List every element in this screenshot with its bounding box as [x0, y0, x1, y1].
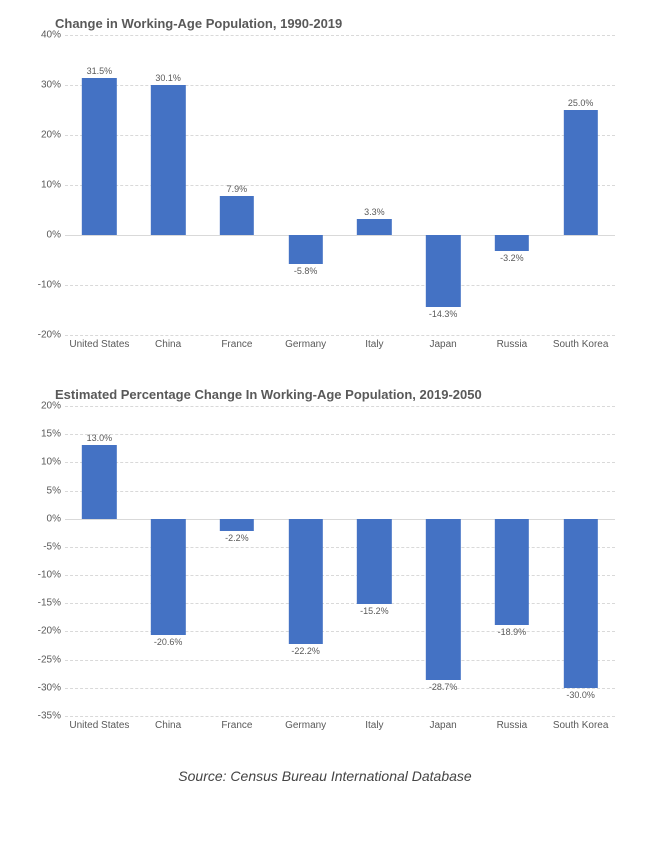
chart1-x-labels: United StatesChinaFranceGermanyItalyJapa…	[65, 335, 615, 350]
chart1-x-tick-label: China	[134, 335, 203, 350]
chart2-y-tick-label: -15%	[25, 598, 61, 609]
chart1-bar-slot: -14.3%	[409, 35, 478, 335]
chart2-bar-slot: -15.2%	[340, 406, 409, 716]
chart1-bar-slot: -5.8%	[271, 35, 340, 335]
chart2-x-labels: United StatesChinaFranceGermanyItalyJapa…	[65, 716, 615, 731]
chart2-bar	[563, 519, 597, 688]
chart1-bar	[288, 235, 322, 264]
chart2-bar	[82, 445, 116, 518]
chart1-bar-value-label: -14.3%	[429, 309, 458, 319]
chart2-x-tick-label: Japan	[409, 716, 478, 731]
chart1-x-tick-label: Italy	[340, 335, 409, 350]
chart2-bar-value-label: -22.2%	[291, 646, 320, 656]
chart2-bar-slot: -30.0%	[546, 406, 615, 716]
chart1-bar-slot: -3.2%	[478, 35, 547, 335]
chart2-x-tick-label: Russia	[478, 716, 547, 731]
chart2-x-tick-label: China	[134, 716, 203, 731]
chart1-bar-slot: 31.5%	[65, 35, 134, 335]
chart2-bar-value-label: -18.9%	[498, 627, 527, 637]
chart1-bar	[220, 196, 254, 236]
chart1-bar-slot: 3.3%	[340, 35, 409, 335]
chart1-y-tick-label: 20%	[25, 130, 61, 141]
chart2-bar-value-label: -15.2%	[360, 606, 389, 616]
chart2-bar-value-label: -20.6%	[154, 637, 183, 647]
chart2-bar-slot: -2.2%	[203, 406, 272, 716]
chart2-bar-slot: -18.9%	[478, 406, 547, 716]
chart2-bar	[151, 519, 185, 635]
chart1-y-tick-label: -20%	[25, 330, 61, 341]
chart2-x-tick-label: South Korea	[546, 716, 615, 731]
chart1-bar-slot: 25.0%	[546, 35, 615, 335]
chart2-bar	[288, 519, 322, 644]
chart1-bar	[151, 85, 185, 236]
chart2-bar	[495, 519, 529, 626]
chart2-bar-value-label: 13.0%	[87, 433, 113, 443]
chart2-y-tick-label: -20%	[25, 626, 61, 637]
chart1-bar-slot: 30.1%	[134, 35, 203, 335]
chart2-title: Estimated Percentage Change In Working-A…	[55, 387, 625, 402]
chart2-bars: 13.0% -20.6% -2.2% -22.2% -15.2% -28.7% -18.9%…	[65, 406, 615, 716]
chart2-bar-slot: -28.7%	[409, 406, 478, 716]
chart1-frame: -20%-10%0%10%20%30%40%31.5%30.1%7.9%-5.8…	[25, 35, 625, 357]
chart2-bar-value-label: -2.2%	[225, 533, 249, 543]
chart1-bars: 31.5% 30.1% 7.9% -5.8% 3.3% -14.3% -3.2% 25.0%	[65, 35, 615, 335]
chart1-bar	[82, 78, 116, 236]
chart2-y-tick-label: -10%	[25, 570, 61, 581]
chart1-bar-value-label: 31.5%	[87, 66, 113, 76]
chart1-bar	[357, 219, 391, 236]
chart1-y-tick-label: 10%	[25, 180, 61, 191]
chart1-x-tick-label: Japan	[409, 335, 478, 350]
chart2-frame: -35%-30%-25%-20%-15%-10%-5%0%5%10%15%20%…	[25, 406, 625, 738]
chart1-bar-value-label: 30.1%	[155, 73, 181, 83]
chart2-bar	[220, 519, 254, 531]
chart2-bar-value-label: -28.7%	[429, 682, 458, 692]
chart1-bar-slot: 7.9%	[203, 35, 272, 335]
chart1-x-tick-label: France	[203, 335, 272, 350]
page: Change in Working-Age Population, 1990-2…	[0, 0, 650, 804]
chart2-bar-slot: -22.2%	[271, 406, 340, 716]
chart1-y-tick-label: 40%	[25, 30, 61, 41]
chart1-x-tick-label: South Korea	[546, 335, 615, 350]
chart2-x-tick-label: United States	[65, 716, 134, 731]
chart1-y-tick-label: -10%	[25, 280, 61, 291]
chart2-y-tick-label: 0%	[25, 513, 61, 524]
chart2-y-tick-label: -25%	[25, 654, 61, 665]
chart1-bar-value-label: -5.8%	[294, 266, 318, 276]
chart2-bar	[357, 519, 391, 605]
chart1-bar	[495, 235, 529, 251]
chart2-x-tick-label: Germany	[271, 716, 340, 731]
chart1-bar-value-label: 7.9%	[227, 184, 248, 194]
chart2-block: Estimated Percentage Change In Working-A…	[25, 387, 625, 738]
chart1-block: Change in Working-Age Population, 1990-2…	[25, 16, 625, 357]
chart2-y-tick-label: 15%	[25, 429, 61, 440]
chart1-bar-value-label: -3.2%	[500, 253, 524, 263]
chart2-y-tick-label: 20%	[25, 401, 61, 412]
chart1-x-tick-label: United States	[65, 335, 134, 350]
source-text: Source: Census Bureau International Data…	[0, 768, 650, 784]
chart2-y-tick-label: -35%	[25, 711, 61, 722]
chart2-y-tick-label: -30%	[25, 682, 61, 693]
chart2-bar-slot: 13.0%	[65, 406, 134, 716]
chart1-y-tick-label: 30%	[25, 80, 61, 91]
chart1-bar-value-label: 25.0%	[568, 98, 594, 108]
chart2-y-tick-label: 5%	[25, 485, 61, 496]
chart2-bar	[426, 519, 460, 681]
chart2-bar-slot: -20.6%	[134, 406, 203, 716]
chart2-x-tick-label: Italy	[340, 716, 409, 731]
chart1-bar	[426, 235, 460, 307]
chart1-x-tick-label: Germany	[271, 335, 340, 350]
chart1-bar	[563, 110, 597, 235]
chart1-title: Change in Working-Age Population, 1990-2…	[55, 16, 625, 31]
chart1-bar-value-label: 3.3%	[364, 207, 385, 217]
chart2-bar-value-label: -30.0%	[566, 690, 595, 700]
chart2-y-tick-label: 10%	[25, 457, 61, 468]
chart1-x-tick-label: Russia	[478, 335, 547, 350]
chart2-x-tick-label: France	[203, 716, 272, 731]
chart1-y-tick-label: 0%	[25, 230, 61, 241]
chart2-y-tick-label: -5%	[25, 541, 61, 552]
